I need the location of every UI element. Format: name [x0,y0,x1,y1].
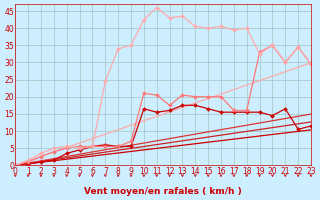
X-axis label: Vent moyen/en rafales ( km/h ): Vent moyen/en rafales ( km/h ) [84,187,242,196]
